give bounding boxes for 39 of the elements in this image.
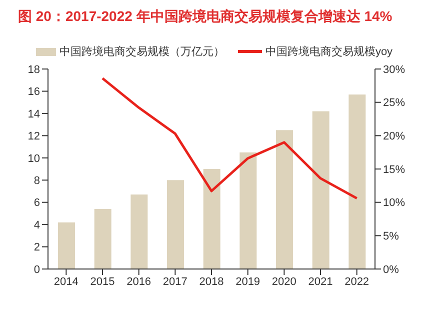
y2-tick-label: 25% <box>383 97 406 110</box>
chart-title: 图 20：2017-2022 年中国跨境电商交易规模复合增速达 14% <box>17 8 394 26</box>
bar <box>58 222 75 269</box>
y2-tick-label: 15% <box>383 164 406 176</box>
x-tick-label: 2016 <box>126 276 152 288</box>
y-tick-label: 16 <box>28 86 40 98</box>
bar <box>167 180 184 269</box>
x-tick-label: 2021 <box>308 276 333 288</box>
bar <box>94 209 112 269</box>
x-tick-label: 2019 <box>236 276 260 288</box>
line-series <box>101 77 358 200</box>
x-tick-label: 2022 <box>344 276 370 288</box>
y-tick-label: 8 <box>34 175 40 188</box>
y-tick-label: 18 <box>28 64 40 76</box>
y2-tick-label: 20% <box>383 130 406 143</box>
legend-label: 中国跨境电商交易规模（万亿元） <box>59 44 224 59</box>
y-tick-label: 10 <box>28 152 40 165</box>
y-tick-label: 14 <box>28 108 40 120</box>
y2-tick-label: 30% <box>383 64 406 76</box>
bar <box>130 194 148 269</box>
y2-tick-label: 10% <box>383 197 406 210</box>
y-tick-label: 2 <box>34 242 40 254</box>
y2-tick-label: 5% <box>383 230 400 243</box>
bar <box>240 152 257 269</box>
x-tick-label: 2015 <box>90 276 115 288</box>
bar <box>312 111 330 269</box>
y-tick-label: 12 <box>28 130 40 143</box>
x-tick-label: 2018 <box>199 276 224 288</box>
bar <box>276 130 293 269</box>
y-tick-label: 0 <box>34 264 40 276</box>
bar <box>203 169 220 269</box>
bar <box>348 94 366 269</box>
y-tick-label: 4 <box>34 219 40 232</box>
x-tick-label: 2020 <box>272 276 296 288</box>
legend-label: 中国跨境电商交易规模yoy <box>265 44 393 59</box>
x-tick-label: 2017 <box>162 276 188 288</box>
y2-tick-label: 0% <box>383 264 400 276</box>
x-tick-label: 2014 <box>54 276 78 288</box>
y-tick-label: 6 <box>34 197 40 210</box>
